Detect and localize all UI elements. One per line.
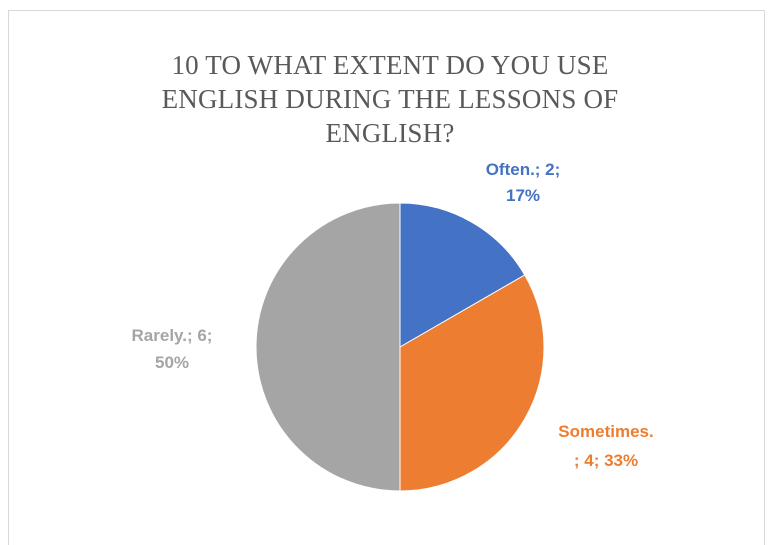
pie-slice-sometimes	[399, 274, 545, 492]
pie-slice-rarely	[255, 202, 401, 492]
data-label-line: Sometimes.	[558, 422, 653, 441]
data-label-often: Often.; 2; 17%	[486, 160, 561, 205]
data-label-line: 17%	[506, 186, 540, 205]
chart-frame	[8, 10, 765, 545]
data-label-line: Rarely.; 6;	[132, 326, 213, 345]
data-label-line: Often.; 2;	[486, 160, 561, 179]
chart-title-line-1: 10 TO WHAT EXTENT DO YOU USE	[171, 50, 609, 80]
data-label-sometimes: Sometimes. ; 4; 33%	[558, 422, 653, 470]
data-label-line: 50%	[155, 353, 189, 372]
data-label-rarely: Rarely.; 6; 50%	[132, 326, 213, 372]
chart-title-line-3: ENGLISH?	[325, 118, 455, 148]
chart-title: 10 TO WHAT EXTENT DO YOU USE ENGLISH DUR…	[120, 48, 660, 150]
data-label-line: ; 4; 33%	[574, 451, 638, 470]
pie-slice-often	[399, 202, 526, 348]
chart-title-line-2: ENGLISH DURING THE LESSONS OF	[161, 84, 619, 114]
